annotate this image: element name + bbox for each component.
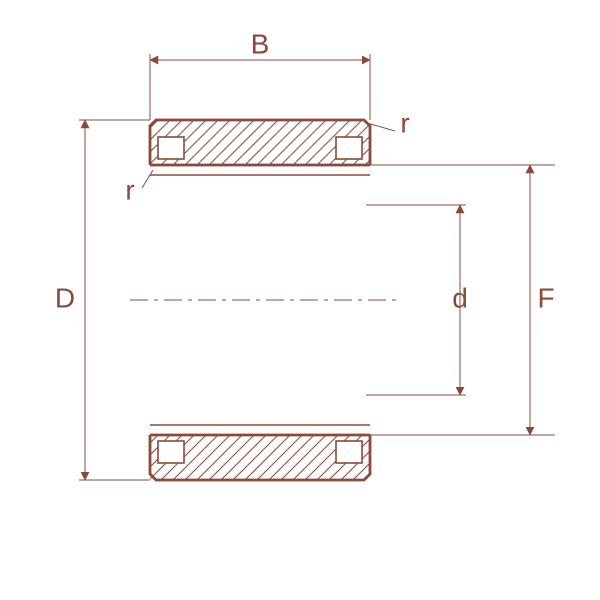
label-B: B (251, 28, 270, 59)
label-d: d (452, 282, 468, 313)
label-F: F (537, 282, 554, 313)
label-D: D (55, 282, 75, 313)
label-r-top: r (400, 107, 409, 138)
label-r-left: r (125, 174, 134, 205)
bearing-cross-section: B Dd Fr r (0, 0, 600, 600)
